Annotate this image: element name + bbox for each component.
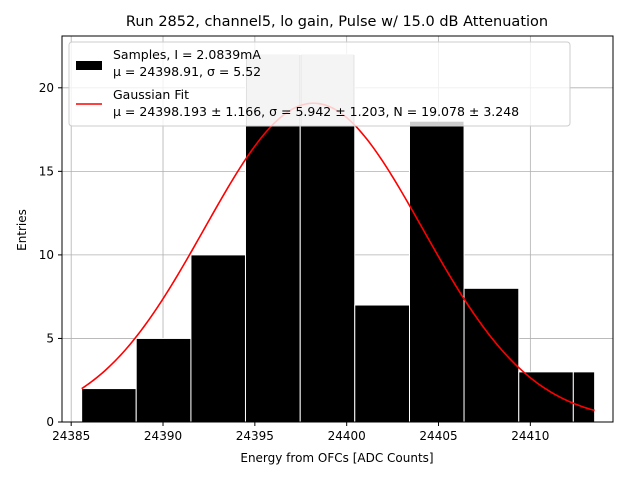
- legend-samples-line1: Samples, I = 2.0839mA: [113, 47, 261, 62]
- legend-fit-line2: μ = 24398.193 ± 1.166, σ = 5.942 ± 1.203…: [113, 104, 519, 119]
- histogram-bar: [135, 337, 192, 423]
- y-tick-label: 5: [46, 331, 54, 345]
- y-tick-label: 15: [39, 164, 54, 178]
- histogram-bar: [408, 120, 465, 423]
- histogram-bar: [81, 388, 137, 423]
- chart-title: Run 2852, channel5, lo gain, Pulse w/ 15…: [126, 14, 548, 30]
- x-tick-label: 24385: [52, 429, 90, 443]
- x-axis-label: Energy from OFCs [ADC Counts]: [240, 451, 433, 465]
- legend-samples-line2: μ = 24398.91, σ = 5.52: [113, 64, 261, 79]
- y-tick-label: 10: [39, 248, 54, 262]
- x-tick-label: 24400: [328, 429, 366, 443]
- histogram-bar: [572, 371, 596, 423]
- x-tick-label: 24405: [419, 429, 457, 443]
- y-axis-label: Entries: [15, 209, 29, 251]
- legend-samples-swatch: [76, 61, 102, 70]
- histogram-bar: [518, 371, 574, 423]
- legend-box: [68, 41, 571, 127]
- y-tick-label: 20: [39, 81, 54, 95]
- y-axis: 0 5 10 15 20: [39, 81, 62, 429]
- histogram-bar: [354, 304, 410, 423]
- x-axis: 24385 24390 24395 24400 24405 24410: [52, 422, 549, 443]
- histogram-bar: [463, 287, 520, 423]
- x-tick-label: 24390: [144, 429, 182, 443]
- legend-fit-line1: Gaussian Fit: [113, 87, 189, 102]
- histogram-bar: [190, 254, 246, 423]
- y-tick-label: 0: [46, 415, 54, 429]
- legend: Samples, I = 2.0839mA μ = 24398.91, σ = …: [68, 41, 571, 127]
- x-tick-label: 24410: [511, 429, 549, 443]
- x-tick-label: 24395: [236, 429, 274, 443]
- plot-border: [61, 35, 614, 423]
